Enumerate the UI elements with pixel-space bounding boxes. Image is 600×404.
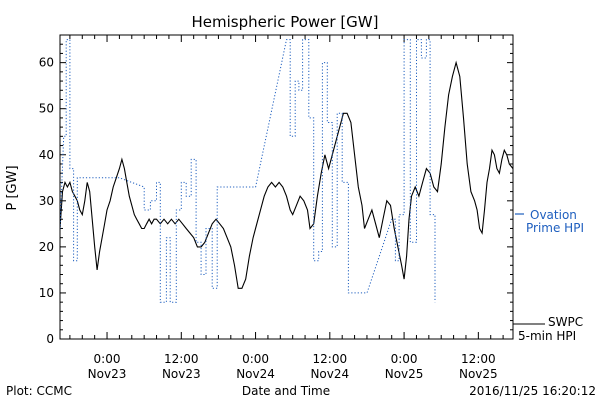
y-axis: 0 10 20 30 40 50 60 bbox=[39, 43, 513, 346]
plot-frame bbox=[59, 34, 514, 340]
x-tick-label-time: 0:00 bbox=[94, 352, 121, 366]
y-tick-label: 60 bbox=[39, 56, 54, 70]
x-tick-label-date: Nov23 bbox=[88, 367, 127, 381]
legend-ovation-label: Ovation bbox=[530, 208, 577, 222]
legend-swpc-label-2: 5-min HPI bbox=[518, 329, 576, 343]
x-tick-label-date: Nov24 bbox=[236, 367, 275, 381]
legend-swpc-label: SWPC bbox=[548, 315, 583, 329]
x-tick-label-time: 12:00 bbox=[461, 352, 496, 366]
footer-credit: Plot: CCMC bbox=[6, 384, 72, 398]
ovation-prime-hpi-line bbox=[60, 39, 436, 303]
x-tick-label-date: Nov24 bbox=[310, 367, 349, 381]
y-tick-label: 40 bbox=[39, 148, 54, 162]
x-tick-label-date: Nov25 bbox=[459, 367, 498, 381]
y-tick-label: 20 bbox=[39, 240, 54, 254]
x-tick-label-time: 0:00 bbox=[242, 352, 269, 366]
y-axis-label: P [GW] bbox=[5, 165, 20, 210]
x-tick-label-date: Nov25 bbox=[385, 367, 424, 381]
x-tick-label-date: Nov23 bbox=[162, 367, 201, 381]
chart-title: Hemispheric Power [GW] bbox=[192, 13, 379, 31]
swpc-hpi-line bbox=[60, 60, 513, 289]
x-tick-label-time: 12:00 bbox=[313, 352, 348, 366]
x-axis-label: Date and Time bbox=[242, 384, 330, 398]
y-tick-label: 30 bbox=[39, 194, 54, 208]
footer-timestamp: 2016/11/25 16:20:12 bbox=[469, 384, 596, 398]
legend-ovation-label-2: Prime HPI bbox=[526, 221, 584, 235]
x-axis: 0:00Nov2312:00Nov230:00Nov2412:00Nov240:… bbox=[69, 35, 504, 381]
y-tick-label: 10 bbox=[39, 286, 54, 300]
y-tick-label: 50 bbox=[39, 102, 54, 116]
x-tick-label-time: 0:00 bbox=[391, 352, 418, 366]
x-tick-label-time: 12:00 bbox=[164, 352, 199, 366]
series-group bbox=[60, 39, 513, 303]
y-tick-label: 0 bbox=[46, 332, 54, 346]
